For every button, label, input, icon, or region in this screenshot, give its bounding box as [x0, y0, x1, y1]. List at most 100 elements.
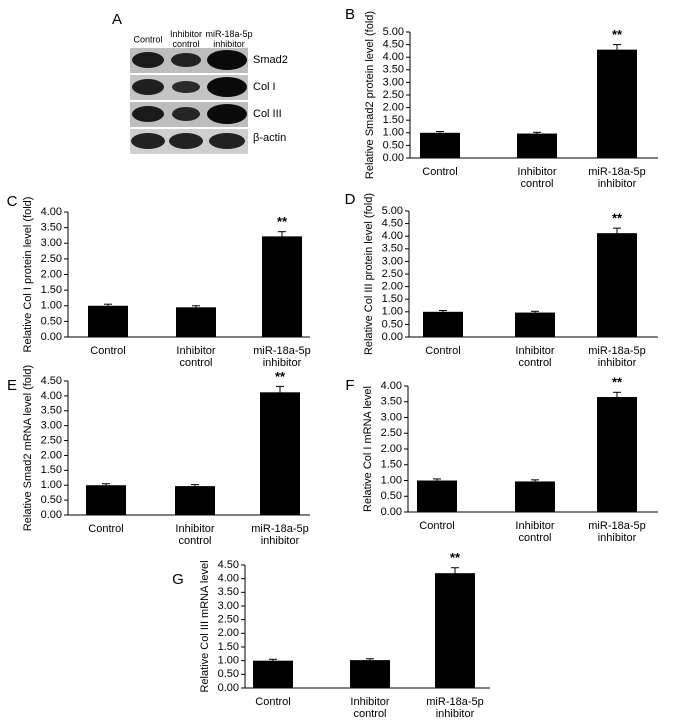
- blot-band: [171, 53, 201, 67]
- y-tick-label: 1.00: [218, 655, 239, 667]
- y-tick-label: 5.00: [383, 26, 404, 38]
- x-tick-label: miR-18a-5p inhibitor: [426, 696, 483, 720]
- bar: [262, 236, 302, 337]
- bar: [350, 660, 390, 688]
- y-tick-label: 2.00: [41, 449, 62, 461]
- x-tick-label: miR-18a-5p inhibitor: [251, 523, 308, 547]
- y-tick-label: 0.00: [383, 152, 404, 164]
- panel-label: B: [345, 6, 355, 23]
- y-tick-label: 4.00: [218, 573, 239, 585]
- bar: [176, 307, 216, 337]
- y-tick-label: 1.00: [383, 127, 404, 139]
- blot-row-label: Smad2: [253, 54, 288, 66]
- y-tick-label: 2.50: [383, 89, 404, 101]
- y-tick-label: 4.50: [383, 39, 404, 51]
- y-tick-label: 2.00: [383, 102, 404, 114]
- y-tick-label: 2.00: [382, 281, 403, 293]
- y-tick-label: 0.00: [41, 331, 62, 343]
- y-tick-label: 3.50: [218, 586, 239, 598]
- bar: [420, 132, 460, 158]
- bar: [175, 486, 215, 515]
- blot-row-label: β-actin: [253, 132, 286, 144]
- x-tick-label: Control: [88, 523, 123, 535]
- x-tick-label: Control: [419, 520, 454, 532]
- y-tick-label: 0.00: [41, 509, 62, 521]
- bar: [597, 397, 637, 512]
- panel-label: E: [7, 377, 17, 394]
- y-tick-label: 4.00: [41, 390, 62, 402]
- bar: [86, 485, 126, 515]
- x-tick-label: Control: [422, 166, 457, 178]
- y-tick-label: 2.50: [381, 427, 402, 439]
- blot-band: [209, 133, 245, 149]
- y-tick-label: 1.00: [41, 300, 62, 312]
- y-tick-label: 0.50: [382, 318, 403, 330]
- x-tick-label: Inhibitor control: [175, 523, 214, 547]
- blot-row-label: Col III: [253, 108, 282, 120]
- y-tick-label: 0.00: [382, 331, 403, 343]
- blot-band: [132, 79, 164, 95]
- panel-label: G: [172, 571, 184, 588]
- x-tick-label: Inhibitor control: [350, 696, 389, 720]
- y-tick-label: 4.50: [382, 218, 403, 230]
- y-tick-label: 1.00: [382, 306, 403, 318]
- blot-column-label: Inhibitor control: [170, 29, 202, 49]
- blot-band: [132, 52, 164, 68]
- y-tick-label: 3.00: [41, 420, 62, 432]
- bar-chart: D Relative Col III protein level (fold) 0.…: [345, 191, 658, 369]
- x-tick-label: miR-18a-5p inhibitor: [588, 345, 645, 369]
- y-axis-label: Relative Col III protein level (fold): [363, 193, 375, 355]
- y-tick-label: 5.00: [382, 205, 403, 217]
- bar-chart: G Relative Col III mRNA level 0.00 0.501.00…: [172, 550, 490, 720]
- y-tick-label: 2.00: [41, 268, 62, 280]
- y-tick-label: 4.00: [383, 51, 404, 63]
- panel-label: D: [345, 191, 356, 208]
- bar-chart: B Relative Smad2 protein level (fold) 0.00…: [345, 6, 658, 190]
- x-tick-label: miR-18a-5p inhibitor: [588, 520, 645, 544]
- y-tick-label: 2.50: [41, 253, 62, 265]
- y-tick-label: 0.50: [41, 494, 62, 506]
- x-tick-label: Control: [425, 345, 460, 357]
- significance-marker: **: [612, 27, 623, 42]
- bar: [423, 311, 463, 337]
- significance-marker: **: [612, 375, 623, 390]
- y-tick-label: 0.50: [381, 490, 402, 502]
- bar: [435, 573, 475, 688]
- y-tick-label: 2.00: [218, 627, 239, 639]
- blot-band: [169, 133, 203, 149]
- y-tick-label: 3.50: [41, 222, 62, 234]
- x-tick-label: Inhibitor control: [515, 520, 554, 544]
- bar: [515, 481, 555, 512]
- blot-band: [207, 50, 247, 70]
- bar: [515, 312, 555, 337]
- y-tick-label: 3.00: [383, 76, 404, 88]
- y-tick-label: 3.50: [382, 243, 403, 255]
- y-tick-label: 4.00: [382, 230, 403, 242]
- bar: [253, 660, 293, 688]
- y-tick-label: 1.50: [218, 641, 239, 653]
- y-tick-label: 0.00: [381, 506, 402, 518]
- y-tick-label: 2.00: [381, 443, 402, 455]
- y-tick-label: 4.00: [381, 380, 402, 392]
- y-tick-label: 0.50: [383, 139, 404, 151]
- y-tick-label: 4.50: [218, 559, 239, 571]
- bar: [417, 480, 457, 512]
- blot-column-label: miR-18a-5p inhibitor: [205, 29, 252, 49]
- x-tick-label: Control: [90, 345, 125, 357]
- y-tick-label: 0.50: [41, 315, 62, 327]
- panel-label: F: [345, 377, 354, 394]
- y-tick-label: 2.50: [218, 614, 239, 626]
- y-tick-label: 1.50: [41, 464, 62, 476]
- y-tick-label: 3.50: [383, 64, 404, 76]
- blot-band: [172, 81, 200, 93]
- blot-band: [172, 107, 200, 121]
- y-axis-label: Relative Smad2 protein level (fold): [364, 11, 376, 179]
- y-tick-label: 2.50: [382, 268, 403, 280]
- y-tick-label: 1.00: [381, 474, 402, 486]
- blot-band: [207, 104, 247, 124]
- western-blot: A Control Inhibitor control miR-18a-5p inh…: [112, 11, 288, 154]
- y-tick-label: 3.50: [381, 396, 402, 408]
- bar-chart: F Relative Col I mRNA level 0.00 0.50 1.00 1.…: [345, 375, 658, 544]
- bar-chart: E Relative Smad2 mRNA level (fold) 0.00 0.5…: [7, 365, 310, 547]
- y-axis-label: Relative Col III mRNA level: [199, 560, 211, 692]
